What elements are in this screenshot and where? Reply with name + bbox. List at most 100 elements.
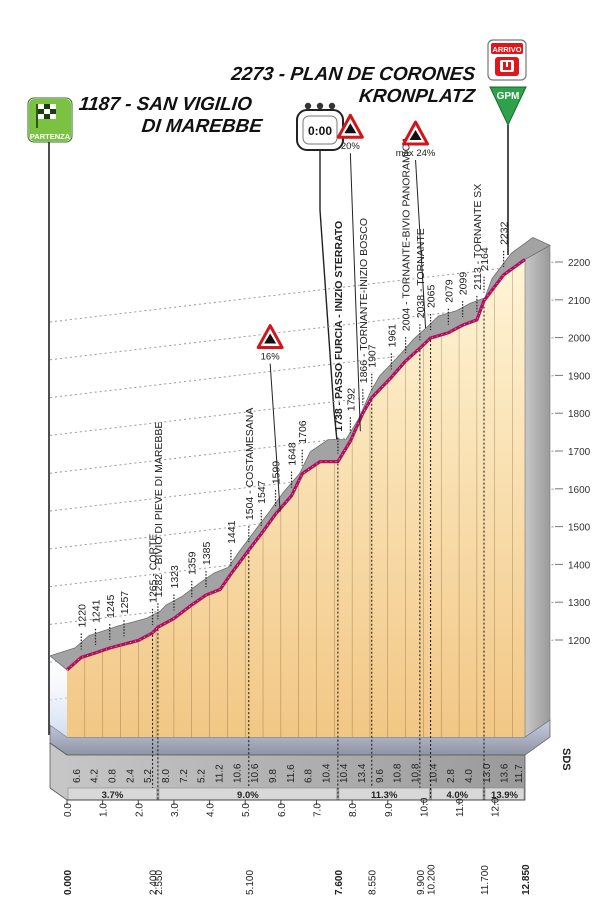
waypoint-label: 1907 [367,344,379,368]
profile-base [49,643,551,801]
arrivo-badge: ARRIVO [487,39,527,81]
waypoint-label: 1648 [287,442,299,466]
km-tick-label: 0.0 [63,803,74,817]
km-axis: 0.0 1.0 2.0 3.0 4.0 5.0 6.0 7.0 8.0 9.0 10.0 11.0 12… [63,797,532,895]
steep-markers: 16% 20% max 24% [256,113,436,512]
gradient-value: 9.6 [375,769,386,783]
gradient-value: 7.2 [179,769,190,783]
finish-name-line1: PLAN DE CORONES [289,64,476,85]
waypoint-label: 1547 [256,480,268,504]
gradient-value: 13.4 [357,763,368,783]
waypoint-label: 2232 [499,221,511,245]
km-tick-label: 6.0 [277,803,288,817]
y-axis-ticks: 1200 1300 1400 1500 1600 1700 1800 1900 2000 2100… [555,258,591,647]
steep-label: 16% [261,352,281,363]
waypoint-label: 2065 [426,285,438,309]
finish-altitude: 2273 [229,64,275,85]
start-header: PARTENZA 1187 - SAN VIGILIO DI MAREBBE [27,94,264,735]
y-tick-label: 1900 [568,371,591,382]
gradient-value: 10.6 [232,763,243,783]
finish-title: 2273 - PLAN DE CORONES [229,64,476,85]
steep-label: max 24% [396,148,436,159]
km-tick-label: 5.0 [241,803,252,817]
km-tick-label: 10.0 [419,797,430,817]
y-tick-label: 1800 [568,409,591,420]
steep-warning-icon: 16% [256,324,284,512]
dotted-km-lines [84,270,513,800]
gpm-label: GPM [497,91,520,102]
checkered-flag-icon [36,104,56,128]
waypoint-label: 1359 [187,551,199,575]
gradient-value: 10.4 [339,763,350,783]
section-gradients: 3.7% 9.0% 11.3% 4.0% 13.9% [67,787,525,801]
km-marker-label: 7.600 [334,870,345,895]
finish-header: 2273 - PLAN DE CORONES KRONPLATZ ARRIVO … [229,39,527,255]
arrivo-label: ARRIVO [492,45,521,54]
checkpoint-leader-line [319,150,339,450]
km-tick-label: 11.0 [455,798,466,817]
steep-warning-icon: 20% [336,113,364,432]
slope-glyph [264,333,277,344]
gradient-value: 11.6 [286,764,297,783]
km-tick-label: 1.0 [99,803,110,817]
waypoint-label: 2099 [458,272,470,296]
gradient-value: 11.2 [214,764,225,783]
section-gradient-label: 13.9% [491,790,518,801]
finish-name-line2: KRONPLATZ [358,86,477,107]
waypoint-label: 1599 [271,461,283,485]
gradient-value: 4.2 [90,769,101,783]
waypoint-label: 1738 - PASSO FURCIA - INIZIO STERRATO [333,221,345,432]
steep-leader [349,153,361,432]
gradient-value: 6.6 [72,769,83,783]
y-tick-label: 1200 [568,636,591,647]
start-name-line1: SAN VIGILIO [136,94,253,115]
waypoint-label: 1282 - BIVIO DI PIEVE DI MAREBBE [153,422,165,598]
sds-label: SDS [560,748,572,771]
section-gradient-label: 11.3% [371,790,398,801]
km-tick-label: 8.0 [348,803,359,817]
section-gradient-label: 3.7% [102,790,124,801]
steep-label: 20% [341,141,361,152]
km-tick-label: 4.0 [206,803,217,817]
gpm-badge: GPM [489,86,527,127]
waypoint-label: 2004 - TORNANTE-BIVIO PANORAMICA [401,137,413,331]
gradient-value: 10.8 [411,763,422,783]
waypoint-label: 2113 - TORNANTE SX [472,184,484,290]
y-tick-label: 1600 [568,485,591,496]
gradient-value: 11.7 [514,764,525,783]
gradient-value: 10.8 [393,763,404,783]
waypoint-label: 1706 [297,420,309,444]
gradient-value: 5.2 [197,769,208,783]
gradient-value: 10.4 [321,763,332,783]
waypoint-label: 1323 [169,565,181,589]
start-title: 1187 - SAN VIGILIO [78,94,253,115]
gradient-value: 10.6 [250,763,261,783]
profile-right-face [524,244,551,738]
slope-glyph [409,130,422,141]
km-marker-label: 8.550 [368,870,379,895]
checkpoint-marker: 0:00 [296,102,344,454]
waypoint-label: 1245 [105,594,117,618]
waypoint-label: 1441 [226,520,238,544]
steep-warning-icon: max 24% [396,120,436,329]
km-marker-label: 11.700 [480,865,491,895]
stopwatch-icon: 0:00 [308,124,332,138]
y-tick-label: 1300 [568,598,591,609]
km-marker-label: 5.100 [245,870,256,895]
profile-area [67,259,525,737]
km-tick-label: 7.0 [312,803,323,817]
steep-leader [415,160,427,329]
waypoint-label: 1265 - CORTE [148,534,160,603]
start-dash: - [124,94,138,115]
gradient-value: 13.0 [482,763,493,783]
km-marker-label: 10.200 [427,864,438,895]
gradient-value: 2.4 [125,769,136,783]
km-marker-label: 9.900 [416,870,427,895]
km-marker-label: 0.000 [63,870,74,895]
gradient-value: 6.8 [304,769,315,783]
start-altitude: 1187 [78,94,122,115]
waypoint-label: 1385 [201,542,213,566]
waypoint-label: 1257 [119,591,131,615]
gradient-value: 4.0 [464,769,475,783]
